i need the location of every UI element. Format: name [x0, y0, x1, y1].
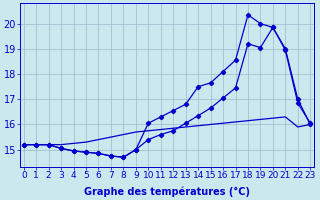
X-axis label: Graphe des températures (°C): Graphe des températures (°C): [84, 186, 250, 197]
